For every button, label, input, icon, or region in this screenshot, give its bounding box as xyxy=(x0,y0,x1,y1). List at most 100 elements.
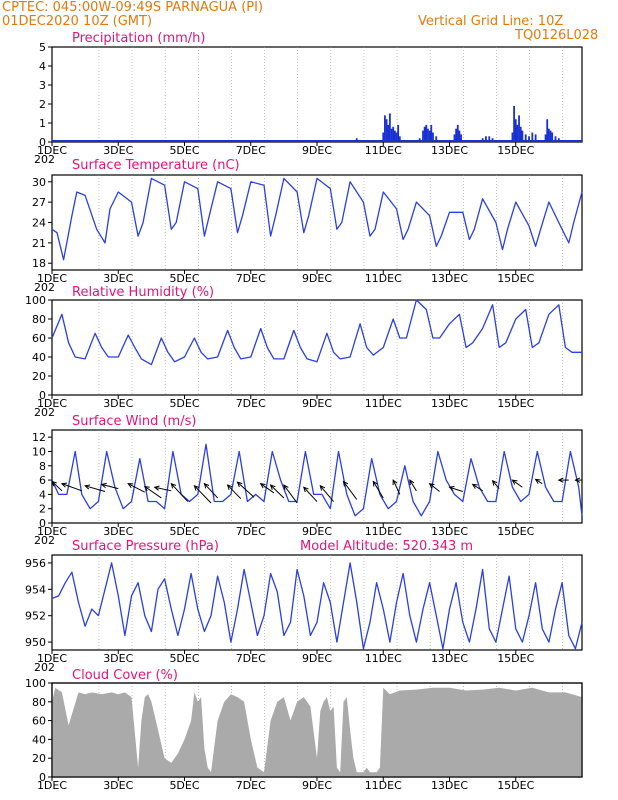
precip-bar xyxy=(369,140,371,142)
wind-arrow xyxy=(429,483,440,492)
wind-arrow-head xyxy=(127,483,134,488)
wind-arrow-head xyxy=(153,485,160,491)
wind-arrow-head xyxy=(83,484,91,490)
panel-title: Surface Wind (m/s) xyxy=(72,414,196,429)
y-tick-label: 4 xyxy=(39,488,46,501)
precip-bar xyxy=(546,119,549,142)
wind-arrow-head xyxy=(491,479,498,486)
x-tick-label: 9DEC xyxy=(302,397,332,410)
precip-bar xyxy=(528,136,530,142)
x-tick-label: 13DEC xyxy=(431,779,468,792)
wind-arrow-head xyxy=(60,482,67,488)
x-tick-label: 5DEC xyxy=(169,525,199,538)
precip-bar xyxy=(458,130,461,142)
cloud-area xyxy=(52,687,582,777)
x-tick-label: 3DEC xyxy=(103,397,133,410)
panel-annotation: Model Altitude: 520.343 m xyxy=(300,539,473,554)
wind-arrow xyxy=(227,484,242,500)
y-tick-label: 80 xyxy=(32,696,46,709)
precip-bar xyxy=(455,128,458,142)
wind-arrow xyxy=(372,481,384,499)
x-tick-label: 1DEC xyxy=(37,397,67,410)
y-tick-label: 0 xyxy=(39,136,46,149)
wind-arrow xyxy=(449,486,463,492)
wind-arrow xyxy=(127,483,145,493)
precip-bar xyxy=(549,130,552,142)
precip-bar xyxy=(557,138,560,142)
y-tick-label: 60 xyxy=(32,332,46,345)
precip-bar xyxy=(423,126,426,142)
x-tick-label: 3DEC xyxy=(103,525,133,538)
y-tick-label: 8 xyxy=(39,460,46,473)
x-year-stub: 202 xyxy=(34,661,55,674)
series-line xyxy=(51,443,583,517)
header-right1: Vertical Grid Line: 10Z xyxy=(418,14,564,29)
x-year-stub: 202 xyxy=(34,406,55,419)
wind-arrow-head xyxy=(448,486,455,492)
precip-bar xyxy=(547,128,550,142)
y-tick-label: 3 xyxy=(39,79,46,92)
y-tick-label: 40 xyxy=(32,733,46,746)
precip-bar xyxy=(392,126,395,142)
wind-arrow-head xyxy=(226,484,233,490)
x-year-stub: 202 xyxy=(34,281,55,294)
wind-arrow-head xyxy=(303,486,309,493)
precip-bar xyxy=(519,126,522,142)
precip-bar xyxy=(385,119,388,142)
series-line xyxy=(51,562,583,650)
y-tick-label: 20 xyxy=(32,752,46,765)
wind-arrow xyxy=(283,484,298,504)
precip-bar xyxy=(481,138,484,142)
y-tick-label: 954 xyxy=(25,583,46,596)
x-tick-label: 15DEC xyxy=(497,779,534,792)
x-tick-label: 13DEC xyxy=(431,144,468,157)
wind-arrow xyxy=(204,483,218,499)
x-tick-label: 11DEC xyxy=(365,652,402,665)
wind-arrow-head xyxy=(372,480,378,487)
x-tick-label: 7DEC xyxy=(236,144,266,157)
wind-arrow xyxy=(512,479,523,488)
x-tick-label: 9DEC xyxy=(302,779,332,792)
wind-arrow xyxy=(260,483,275,494)
wind-arrow-head xyxy=(236,481,243,488)
y-tick-label: 2 xyxy=(39,98,46,111)
x-tick-label: 9DEC xyxy=(302,525,332,538)
x-tick-label: 15DEC xyxy=(497,652,534,665)
panel-title: Precipitation (mm/h) xyxy=(72,31,205,46)
wind-arrow xyxy=(492,480,500,489)
x-year-stub: 202 xyxy=(34,534,55,547)
precip-bar xyxy=(427,128,429,142)
x-tick-label: 11DEC xyxy=(365,397,402,410)
precip-bar xyxy=(524,134,527,142)
precip-bar xyxy=(485,136,487,142)
wind-arrow xyxy=(61,483,82,492)
y-tick-label: 18 xyxy=(32,257,46,270)
y-tick-label: 0 xyxy=(39,389,46,402)
x-tick-label: 13DEC xyxy=(431,525,468,538)
wind-arrow xyxy=(319,485,334,502)
wind-arrow-head xyxy=(100,482,107,488)
x-tick-label: 13DEC xyxy=(431,397,468,410)
panel-frame xyxy=(51,46,583,143)
precip-bar xyxy=(397,124,400,142)
y-tick-label: 20 xyxy=(32,370,46,383)
series-line xyxy=(51,299,582,366)
precip-bar xyxy=(511,132,514,142)
panel-title: Surface Temperature (nC) xyxy=(72,158,240,173)
x-tick-label: 7DEC xyxy=(236,272,266,285)
x-tick-label: 11DEC xyxy=(365,525,402,538)
precip-bar xyxy=(488,136,491,142)
precip-bar xyxy=(355,138,358,142)
precip-bar xyxy=(422,130,424,142)
x-tick-label: 15DEC xyxy=(497,397,534,410)
x-tick-label: 3DEC xyxy=(103,652,133,665)
x-tick-label: 9DEC xyxy=(302,652,332,665)
x-tick-label: 5DEC xyxy=(169,397,199,410)
x-tick-label: 3DEC xyxy=(103,144,133,157)
panel-title: Surface Pressure (hPa) xyxy=(72,539,219,554)
precip-bar xyxy=(432,132,434,142)
x-tick-label: 7DEC xyxy=(236,397,266,410)
header-right2: TQ0126L028 xyxy=(515,28,599,43)
x-tick-label: 7DEC xyxy=(236,779,266,792)
panel-title: Relative Humidity (%) xyxy=(72,285,214,300)
